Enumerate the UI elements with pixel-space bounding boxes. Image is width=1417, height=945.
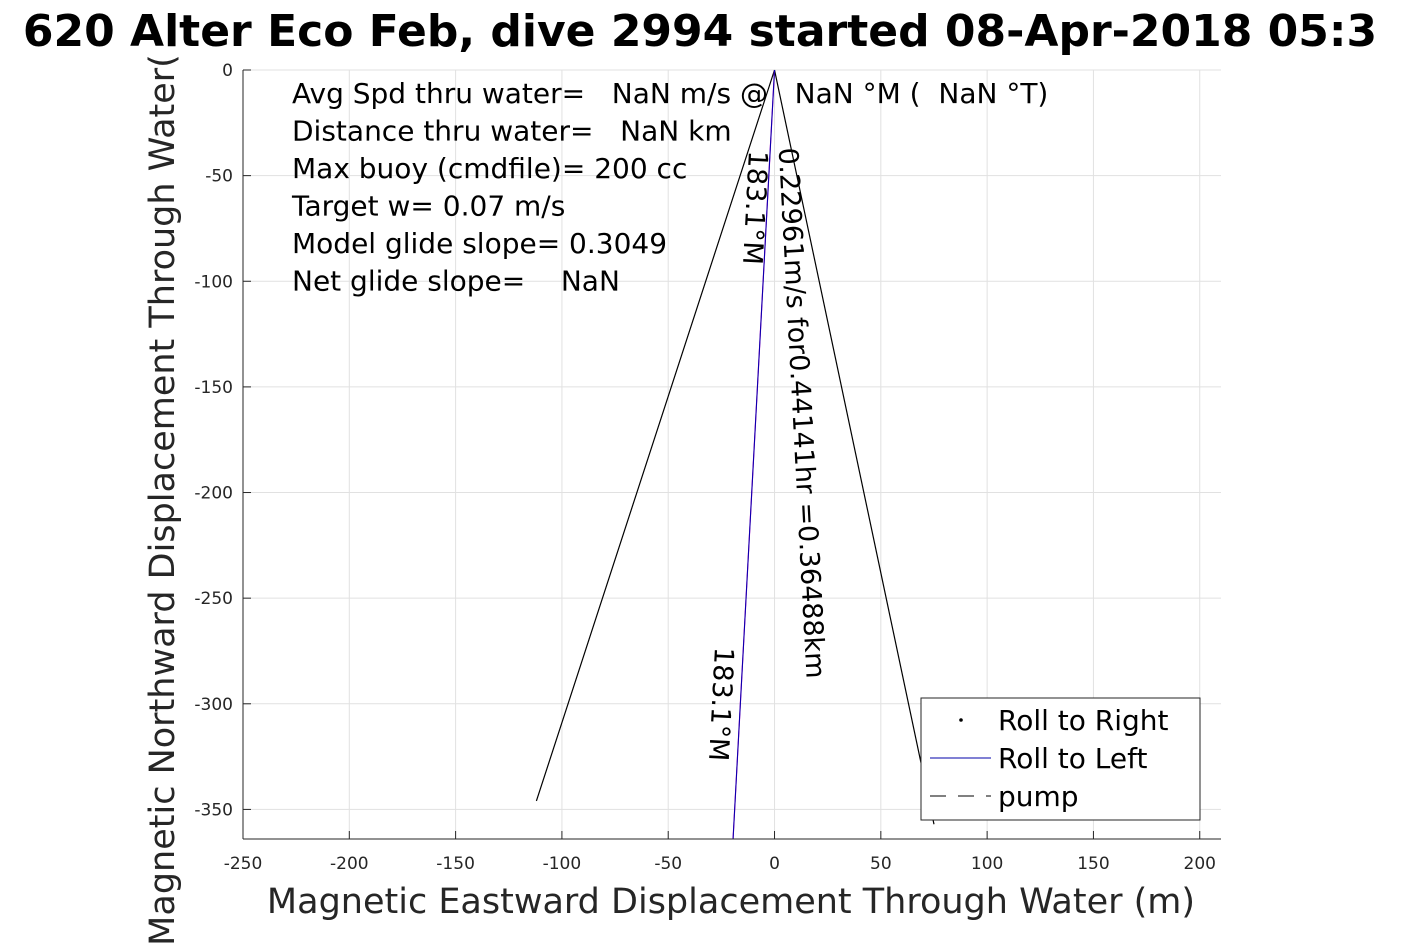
x-tick-label: -150 — [436, 854, 475, 874]
legend: Roll to Right Roll to Left pump — [920, 697, 1201, 821]
series-roll-to-left — [732, 69, 776, 840]
axes — [242, 69, 1221, 840]
tick-labels: -250 -200 -150 -100 -50 0 50 100 150 200 0 -50 -100 -… — [194, 61, 1216, 874]
info-line: Model glide slope= 0.3049 — [292, 227, 667, 260]
track-annotation: 183.1°M — [736, 150, 773, 266]
y-tick-label: -50 — [205, 167, 233, 187]
info-line: Max buoy (cmdfile)= 200 cc — [292, 152, 687, 185]
dive-info-text: Avg Spd thru water= NaN m/s @ NaN °M ( N… — [291, 77, 1048, 298]
info-line: Target w= 0.07 m/s — [291, 190, 565, 223]
data-lines — [535, 69, 935, 840]
x-axis-label: Magnetic Eastward Displacement Through W… — [267, 882, 1195, 922]
legend-marker-dot — [959, 718, 963, 722]
grid — [242, 69, 1221, 839]
track-annotations: 0.22961m/s for0.44141hr =0.36488km183.1°… — [702, 147, 831, 762]
y-tick-label: -100 — [194, 272, 233, 292]
track-line-1 — [535, 69, 776, 802]
y-tick-label: -300 — [194, 695, 233, 715]
legend-label: Roll to Left — [998, 742, 1147, 775]
y-tick-label: 0 — [222, 61, 233, 81]
x-tick-label: -100 — [543, 854, 582, 874]
x-tick-label: 0 — [769, 854, 780, 874]
x-tick-label: -50 — [654, 854, 682, 874]
track-annotation: 0.22961m/s for0.44141hr =0.36488km — [772, 147, 831, 679]
info-line: Avg Spd thru water= NaN m/s @ NaN °M ( N… — [292, 77, 1048, 110]
info-line: Distance thru water= NaN km — [292, 115, 732, 148]
x-tick-label: 200 — [1184, 854, 1216, 874]
y-tick-label: -200 — [194, 484, 233, 504]
y-tick-label: -350 — [194, 800, 233, 820]
chart-title: 620 Alter Eco Feb, dive 2994 started 08-… — [23, 6, 1377, 57]
x-tick-label: -250 — [224, 854, 263, 874]
x-tick-label: 100 — [971, 854, 1003, 874]
track-annotation: 183.1°M — [702, 646, 739, 762]
x-tick-label: 150 — [1077, 854, 1109, 874]
y-tick-label: -150 — [194, 378, 233, 398]
x-tick-label: 50 — [870, 854, 892, 874]
legend-box — [920, 697, 1201, 821]
y-axis-label: Magnetic Northward Displacement Through … — [143, 54, 183, 945]
legend-label: pump — [998, 780, 1079, 813]
x-tick-label: -200 — [330, 854, 369, 874]
y-tick-label: -250 — [194, 589, 233, 609]
info-line: Net glide slope= NaN — [292, 265, 620, 298]
track-line-2 — [773, 69, 935, 825]
legend-label: Roll to Right — [998, 704, 1169, 737]
